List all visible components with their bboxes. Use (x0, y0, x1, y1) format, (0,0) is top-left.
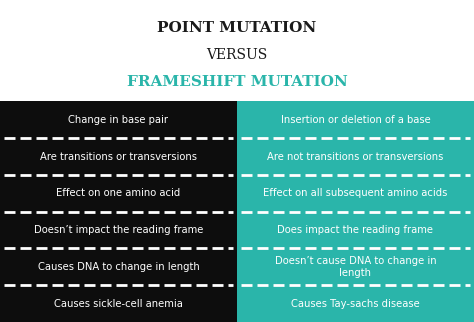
Text: Causes Tay-sachs disease: Causes Tay-sachs disease (291, 298, 420, 308)
Bar (237, 101, 474, 322)
Text: Doesn’t cause DNA to change in
length: Doesn’t cause DNA to change in length (275, 256, 436, 278)
Text: Effect on one amino acid: Effect on one amino acid (56, 188, 181, 198)
Text: Are transitions or transversions: Are transitions or transversions (40, 152, 197, 162)
Text: FRAMESHIFT MUTATION: FRAMESHIFT MUTATION (127, 75, 347, 89)
Bar (0, 101, 237, 322)
Text: Causes DNA to change in length: Causes DNA to change in length (37, 262, 200, 272)
Text: Does impact the reading frame: Does impact the reading frame (277, 225, 434, 235)
Text: Change in base pair: Change in base pair (69, 115, 168, 125)
Text: Insertion or deletion of a base: Insertion or deletion of a base (281, 115, 430, 125)
Text: Effect on all subsequent amino acids: Effect on all subsequent amino acids (264, 188, 447, 198)
Text: Are not transitions or transversions: Are not transitions or transversions (267, 152, 444, 162)
Text: Causes sickle-cell anemia: Causes sickle-cell anemia (54, 298, 183, 308)
Text: POINT MUTATION: POINT MUTATION (157, 21, 317, 35)
Text: Doesn’t impact the reading frame: Doesn’t impact the reading frame (34, 225, 203, 235)
Text: VERSUS: VERSUS (206, 48, 268, 62)
